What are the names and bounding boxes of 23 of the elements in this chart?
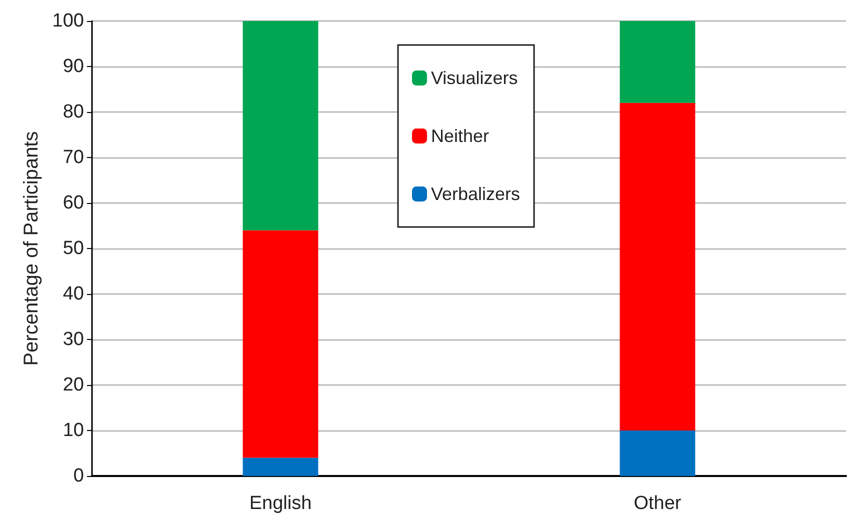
legend-label: Visualizers bbox=[431, 68, 518, 88]
x-tick-label: Other bbox=[634, 493, 682, 514]
y-tick-label: 100 bbox=[52, 10, 84, 32]
bar bbox=[242, 230, 318, 458]
bar bbox=[620, 102, 696, 430]
y-tick-label: 30 bbox=[62, 329, 84, 350]
y-tick-label: 80 bbox=[62, 102, 84, 122]
y-axis-title: Percentage of Participants bbox=[20, 131, 42, 366]
y-tick-label: 50 bbox=[62, 238, 84, 259]
y-tick-label: 40 bbox=[62, 284, 84, 304]
legend-label: Verbalizers bbox=[431, 184, 520, 204]
legend-label: Neither bbox=[431, 126, 490, 146]
y-tick-label: 90 bbox=[62, 56, 84, 77]
y-tick-label: 0 bbox=[73, 466, 84, 486]
y-tick-label: 20 bbox=[62, 374, 84, 396]
y-tick-label: 10 bbox=[62, 420, 84, 441]
bar bbox=[242, 21, 318, 230]
bar bbox=[242, 458, 318, 476]
y-tick-label: 60 bbox=[62, 192, 84, 214]
bar bbox=[620, 21, 696, 103]
x-tick-label: English bbox=[249, 493, 312, 514]
y-tick-label: 70 bbox=[62, 147, 84, 168]
bar bbox=[620, 430, 696, 476]
